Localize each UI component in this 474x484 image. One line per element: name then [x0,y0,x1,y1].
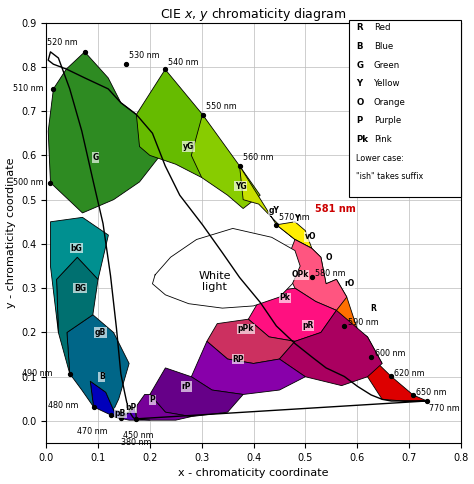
Text: 530 nm: 530 nm [129,51,160,60]
FancyBboxPatch shape [349,20,461,197]
Polygon shape [121,408,150,420]
Text: Pink: Pink [374,135,392,144]
Text: R: R [370,303,376,313]
Polygon shape [90,381,117,418]
Text: rO: rO [344,279,355,288]
Text: gY: gY [269,206,280,215]
Text: Blue: Blue [374,42,393,51]
Text: bG: bG [71,244,82,253]
Text: yG: yG [183,142,194,151]
Text: Red: Red [374,23,390,32]
Polygon shape [248,288,337,341]
Polygon shape [280,310,382,386]
Text: B: B [356,42,363,51]
Polygon shape [191,115,260,209]
Text: OPk: OPk [292,271,309,279]
Text: pR: pR [302,321,314,330]
Polygon shape [344,326,382,363]
Y-axis label: y - chromaticity coordinate: y - chromaticity coordinate [6,158,16,308]
Text: pB: pB [115,408,126,418]
Text: RP: RP [232,355,244,363]
Text: Orange: Orange [374,98,406,107]
Polygon shape [150,368,243,417]
Polygon shape [312,277,358,330]
Polygon shape [295,240,326,284]
Text: Y: Y [356,79,362,88]
Text: 770 nm: 770 nm [428,404,459,413]
Text: BG: BG [74,284,86,293]
Text: pPk: pPk [237,324,254,333]
Text: P: P [356,116,363,125]
Polygon shape [239,166,295,240]
Text: 581 nm: 581 nm [315,204,356,214]
Polygon shape [50,217,109,333]
Text: 470 nm: 470 nm [77,427,108,436]
Text: 590 nm: 590 nm [348,318,379,327]
Text: vO: vO [305,232,316,242]
Text: bP: bP [125,403,137,412]
Text: Lower case:: Lower case: [356,153,404,163]
Text: "ish" takes suffix: "ish" takes suffix [356,172,423,181]
Text: B: B [99,372,105,381]
Text: 570 nm: 570 nm [280,213,310,222]
Polygon shape [56,257,98,374]
Text: Purple: Purple [374,116,401,125]
Polygon shape [48,52,427,419]
Text: 450 nm: 450 nm [123,431,154,440]
Text: Pk: Pk [279,293,290,302]
Text: P: P [150,395,155,404]
Text: White
light: White light [199,271,231,292]
Text: rP: rP [182,382,191,391]
Text: 480 nm: 480 nm [48,401,78,410]
Polygon shape [207,319,295,363]
Text: G: G [92,153,99,162]
Polygon shape [67,315,129,410]
Polygon shape [110,410,129,418]
Polygon shape [191,341,305,394]
Polygon shape [284,240,347,310]
Text: 600 nm: 600 nm [375,349,405,358]
Text: G: G [356,60,363,70]
Text: 540 nm: 540 nm [168,58,199,67]
Title: CIE $x$, $y$ chromaticity diagram: CIE $x$, $y$ chromaticity diagram [160,5,346,23]
Polygon shape [137,394,191,420]
Text: Y: Y [294,214,299,223]
Text: 520 nm: 520 nm [46,38,77,47]
Polygon shape [48,52,160,213]
Polygon shape [137,69,222,178]
Text: Green: Green [374,60,400,70]
Text: O: O [326,253,332,262]
Text: 550 nm: 550 nm [206,102,237,111]
Text: O: O [356,98,364,107]
Text: 560 nm: 560 nm [243,153,274,162]
Text: 500 nm: 500 nm [13,178,44,187]
Text: Pk: Pk [356,135,368,144]
Text: Yellow: Yellow [374,79,400,88]
Text: 490 nm: 490 nm [22,369,53,378]
X-axis label: x - chromaticity coordinate: x - chromaticity coordinate [178,469,329,479]
Text: 650 nm: 650 nm [416,388,447,397]
Text: 510 nm: 510 nm [13,85,44,93]
Text: gB: gB [95,328,106,337]
Text: YG: YG [235,182,246,191]
Polygon shape [362,357,427,401]
Text: 580 nm: 580 nm [315,269,345,278]
Polygon shape [276,222,312,248]
Text: R: R [356,23,363,32]
Polygon shape [153,228,300,308]
Text: 620 nm: 620 nm [394,369,425,378]
Text: 380 nm: 380 nm [121,438,152,447]
